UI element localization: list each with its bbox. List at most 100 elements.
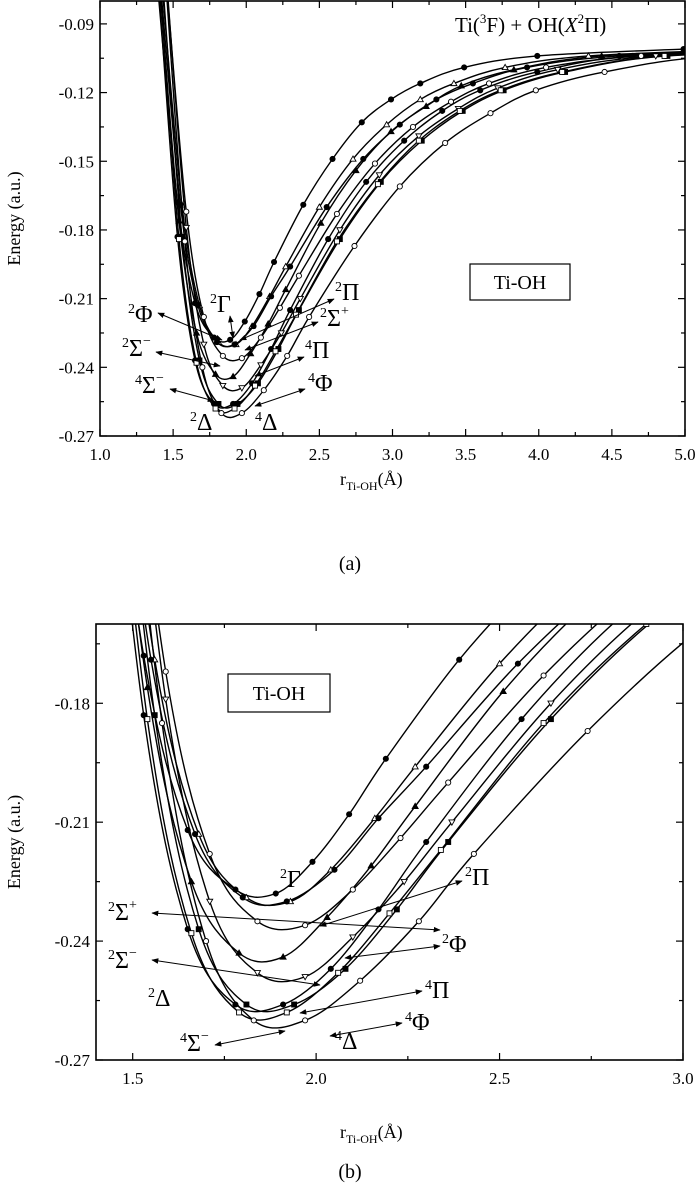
data-point-open-square [212, 405, 219, 412]
data-point-filled-triangle [235, 949, 243, 956]
data-point-open-square [559, 69, 566, 75]
x-tick-label: 2.0 [306, 1069, 327, 1088]
data-point-filled-circle [270, 258, 278, 266]
state-label: 4Σ− [135, 371, 164, 399]
data-point-open-square [335, 969, 342, 976]
annotation-arrow [344, 944, 441, 960]
data-point-open-square [386, 910, 393, 917]
data-point-filled-circle [439, 107, 446, 114]
data-point-filled-circle [456, 656, 463, 663]
data-point-filled-triangle [457, 81, 466, 89]
data-point-open-circle [447, 98, 455, 105]
data-point-open-circle [371, 160, 379, 167]
y-tick-label: -0.24 [55, 932, 91, 951]
state-label: 2Π [465, 865, 489, 891]
data-point-filled-circle [232, 1001, 239, 1008]
curve-2Φ [157, 624, 599, 931]
data-point-filled-circle [177, 201, 184, 208]
data-point-filled-circle [387, 96, 395, 103]
data-point-filled-triangle [597, 52, 606, 59]
data-point-filled-circle [375, 815, 382, 822]
data-point-filled-circle [327, 965, 334, 972]
data-point-open-circle [199, 364, 206, 371]
data-point-open-down-triangle [205, 898, 214, 906]
data-point-filled-circle [231, 341, 238, 348]
data-point-open-square [456, 107, 463, 114]
data-point-open-circle [306, 313, 313, 320]
data-point-open-circle [445, 779, 452, 786]
data-point-filled-circle [93, 296, 98, 301]
data-point-filled-circle [534, 52, 541, 59]
data-point-open-circle [284, 352, 291, 359]
molecule-label: Ti-OH [494, 272, 547, 294]
data-point-filled-square [291, 1001, 298, 1008]
curve-4Δ [149, 624, 683, 1029]
data-point-open-circle [584, 727, 591, 735]
data-point-filled-circle [192, 831, 199, 838]
data-point-filled-circle [358, 119, 365, 126]
data-point-filled-triangle [281, 285, 290, 293]
y-tick-label: -0.27 [59, 427, 95, 446]
state-label: 2Δ [190, 410, 212, 436]
annotation-arrow [329, 1021, 403, 1038]
data-point-open-circle [257, 334, 264, 341]
data-point-filled-circle [280, 1001, 287, 1008]
molecule-label-box [227, 673, 331, 713]
x-tick-label: 3.0 [672, 1069, 693, 1088]
data-point-open-square [283, 1009, 290, 1016]
y-axis-label: Energy (a.u.) [4, 795, 25, 889]
y-tick-label: -0.15 [59, 152, 94, 171]
state-label: 4Π [305, 338, 329, 364]
y-tick-label: -0.21 [55, 813, 90, 832]
data-point-filled-circle [232, 886, 239, 893]
data-point-filled-square [151, 712, 158, 719]
data-point-filled-square [342, 965, 349, 972]
annotation-arrow [151, 910, 441, 933]
data-point-open-circle [397, 834, 404, 842]
data-point-open-circle [636, 586, 641, 591]
data-point-filled-circle [323, 204, 330, 211]
data-point-open-triangle [349, 155, 357, 162]
data-point-open-circle [415, 918, 422, 925]
x-tick-label: 3.0 [382, 445, 403, 464]
data-point-filled-circle [423, 763, 430, 770]
data-point-open-circle [112, 273, 117, 278]
data-point-filled-circle [227, 336, 234, 343]
data-point-filled-square [393, 906, 400, 913]
curve-2Σ-minus [137, 624, 567, 963]
panel-b: 1.5 2.0 2.5 3.0 -0.27 -0.24 -0.21 -0.18 Energy (… [4, 273, 694, 1183]
state-label: 2Δ [148, 986, 170, 1012]
state-label: 4Φ [308, 371, 333, 397]
data-point-open-circle [115, 292, 120, 297]
molecule-label-box [469, 263, 571, 301]
data-point-filled-square [445, 839, 452, 845]
data-point-open-square [661, 52, 668, 59]
data-point-open-circle [396, 183, 403, 190]
annotation-arrow [151, 958, 321, 987]
data-point-filled-circle [461, 64, 468, 71]
data-point-open-circle [206, 850, 213, 857]
data-point-filled-circle [140, 652, 147, 659]
data-point-filled-circle [268, 293, 275, 300]
data-point-open-circle [532, 87, 539, 94]
x-tick-label: 2.0 [236, 445, 257, 464]
data-point-open-square [437, 846, 444, 853]
data-point-open-circle [260, 387, 267, 394]
data-point-open-down-triangle [219, 382, 227, 390]
data-point-filled-circle [283, 898, 290, 905]
state-label: 2Φ [442, 932, 467, 958]
data-point-filled-circle [93, 277, 98, 282]
data-point-open-triangle [315, 203, 324, 210]
data-point-filled-triangle [387, 127, 395, 135]
data-point-open-circle [276, 304, 283, 311]
annotation-arrow [319, 880, 463, 927]
data-point-open-triangle [450, 79, 458, 87]
data-point-filled-circle [194, 302, 202, 309]
data-point-open-circle [485, 80, 493, 87]
curve-4Σ-minus [134, 624, 648, 1021]
data-point-filled-triangle [422, 102, 430, 109]
data-point-filled-circle [213, 339, 221, 346]
data-point-open-circle [200, 313, 207, 320]
x-tick-label: 2.5 [489, 1069, 510, 1088]
data-point-filled-circle [241, 318, 248, 325]
